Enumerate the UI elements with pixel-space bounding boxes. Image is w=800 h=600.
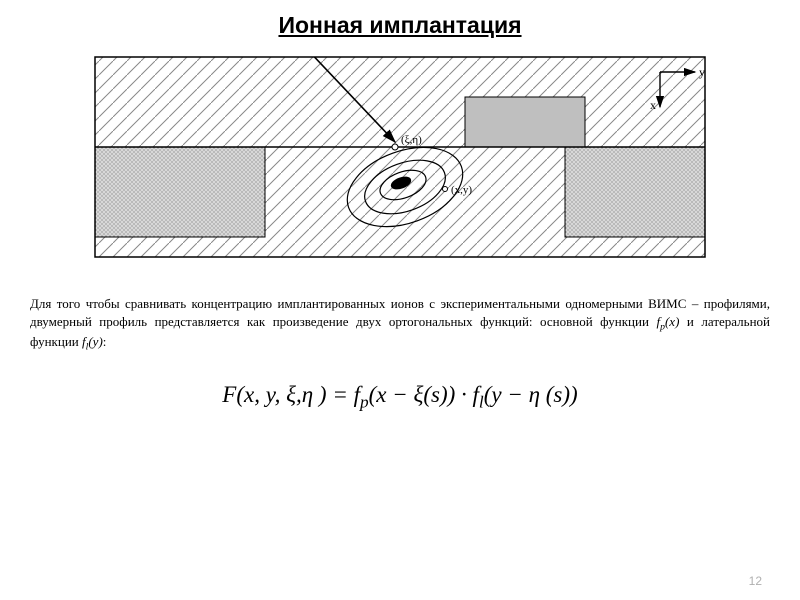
page-title: Ионная имплантация: [0, 0, 800, 47]
page-number: 12: [749, 574, 762, 588]
formula-fp-sub: p: [360, 393, 369, 412]
fl-arg: (y): [88, 334, 102, 349]
formula-fp-arg: (x − ξ(s)) ·: [369, 382, 473, 407]
formula-fl-arg: (y − η (s)): [484, 382, 578, 407]
svg-text:y: y: [699, 65, 705, 79]
fp-arg: (x): [665, 314, 679, 329]
svg-text:(x,y): (x,y): [451, 184, 472, 196]
svg-text:(ξ,η): (ξ,η): [401, 134, 422, 146]
formula: F(x, y, ξ,η ) = fp(x − ξ(s)) · fl(y − η …: [0, 382, 800, 413]
formula-lhs: F(x, y, ξ,η ) =: [222, 382, 353, 407]
implantation-diagram: (ξ,η) (x,y) y x: [85, 47, 715, 267]
para-post: :: [103, 334, 107, 349]
description-paragraph: Для того чтобы сравнивать концентрацию и…: [0, 277, 800, 354]
svg-text:x: x: [650, 98, 656, 112]
